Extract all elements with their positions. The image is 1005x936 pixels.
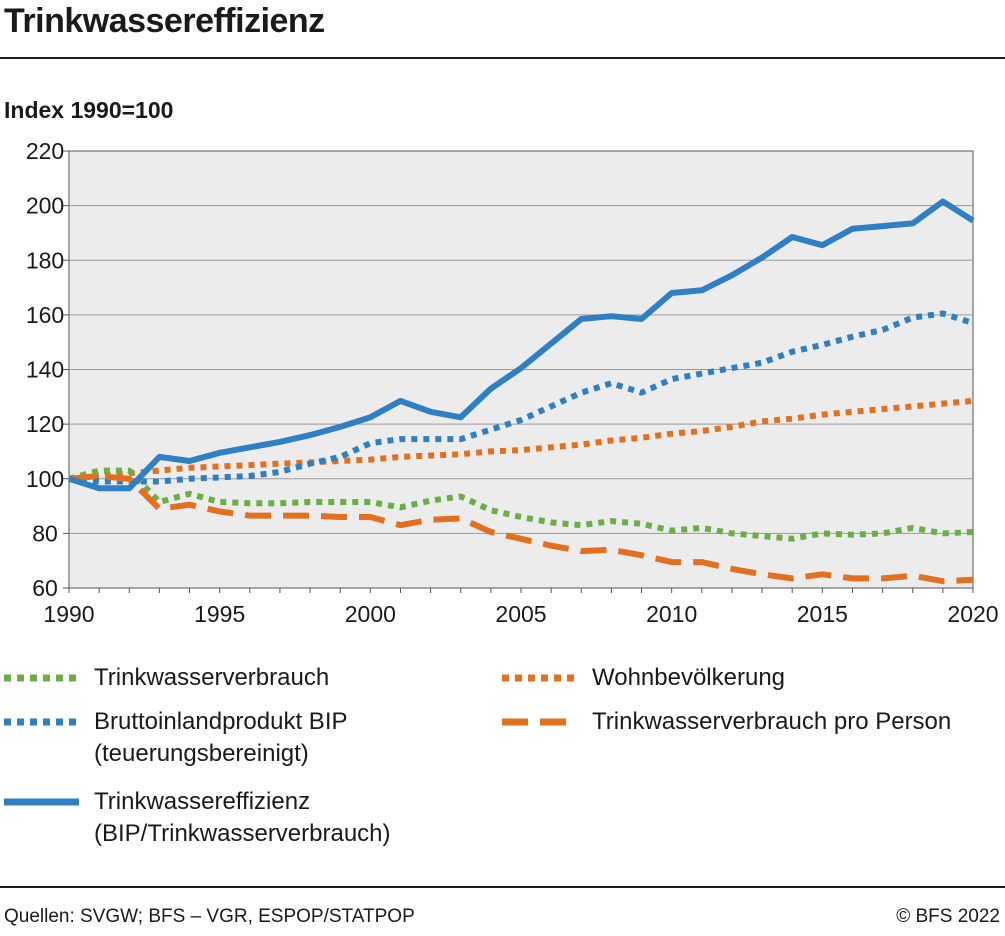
y-tick-label: 100 [26,466,64,492]
series-line-4 [68,473,974,585]
legend-label-wohnbevoelkerung: Wohnbevölkerung [592,664,786,691]
title-divider [0,57,1005,59]
legend-label-pro-person: Trinkwasserverbrauch pro Person [592,708,952,735]
legend-swatch-bip [4,718,79,726]
y-tick-label: 120 [26,411,64,437]
series-line-1 [68,310,974,485]
y-axis-unit-label: Index 1990=100 [4,97,174,123]
x-tick-label: 2005 [495,601,546,627]
y-tick-label: 60 [32,575,58,601]
y-axis-ticks: 60 80 100 120 140 160 180 200 220 [26,138,69,601]
legend-swatch-trinkwassereffizienz [4,798,79,806]
x-tick-label: 2020 [947,601,998,627]
legend-label-bip: Bruttoinlandprodukt BIP (teuerungsbereini… [94,706,348,770]
legend-label-trinkwassereffizienz: Trinkwassereffizienz (BIP/Trinkwasserverb… [94,786,391,850]
y-tick-label: 220 [26,138,64,164]
grid-lines [69,205,973,534]
x-tick-label: 2015 [797,601,848,627]
legend-swatch-trinkwasserverbrauch [4,674,79,682]
y-tick-label: 180 [26,247,64,273]
page-title: Trinkwassereffizienz [4,2,325,40]
source-note: Quellen: SVGW; BFS – VGR, ESPOP/STATPOP [4,906,415,927]
legend-label-bip-line2: (teuerungsbereinigt) [94,740,309,767]
series-lines [68,198,975,585]
x-tick-label: 2010 [646,601,697,627]
series-line-2 [68,198,975,492]
legend-label-trinkwasserverbrauch: Trinkwasserverbrauch [94,664,330,691]
series-line-0 [68,467,974,542]
legend-label-bip-line1: Bruttoinlandprodukt BIP [94,708,348,735]
copyright: © BFS 2022 [896,906,1000,927]
x-tick-label: 1995 [194,601,245,627]
x-tick-label: 1990 [43,601,94,627]
legend-swatch-wohnbevoelkerung [502,674,577,682]
y-tick-label: 140 [26,357,64,383]
y-tick-label: 200 [26,193,64,219]
x-tick-label: 2000 [345,601,396,627]
series-line-3 [68,397,974,482]
legend-label-effizienz-line2: (BIP/Trinkwasserverbrauch) [94,820,391,847]
x-axis-ticks: 1990 1995 2000 2005 2010 2015 2020 [43,588,999,627]
legend-label-effizienz-line1: Trinkwassereffizienz [94,788,311,815]
y-tick-label: 80 [32,520,58,546]
footer-divider [0,886,1005,888]
y-tick-label: 160 [26,302,64,328]
line-chart: 60 80 100 120 140 160 180 200 220 1990 1995 2000 20… [26,138,999,627]
legend-swatch-pro-person [502,718,577,726]
